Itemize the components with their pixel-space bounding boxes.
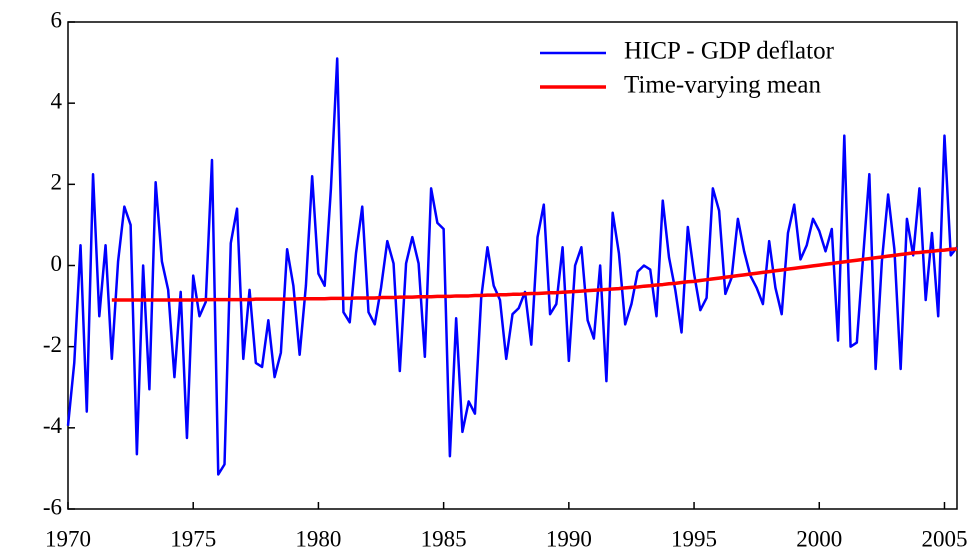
y-tick-label: 2: [51, 170, 63, 195]
x-tick-label: 1980: [295, 526, 341, 551]
x-tick-label: 1970: [45, 526, 91, 551]
x-tick-label: 2000: [796, 526, 842, 551]
x-tick-label: 1990: [546, 526, 592, 551]
x-tick-label: 1975: [170, 526, 216, 551]
x-tick-label: 1985: [421, 526, 467, 551]
y-tick-label: -2: [43, 332, 62, 357]
y-tick-label: -4: [43, 413, 63, 438]
x-tick-label: 2005: [921, 526, 967, 551]
y-tick-label: -6: [43, 494, 62, 519]
legend-label: HICP - GDP deflator: [624, 38, 835, 65]
y-tick-label: 0: [51, 251, 63, 276]
x-tick-label: 1995: [671, 526, 717, 551]
series-line: [66, 57, 958, 476]
legend-label: Time-varying mean: [624, 72, 821, 99]
y-tick-label: 4: [51, 88, 63, 113]
y-tick-label: 6: [51, 7, 63, 32]
series-line: [111, 247, 958, 302]
